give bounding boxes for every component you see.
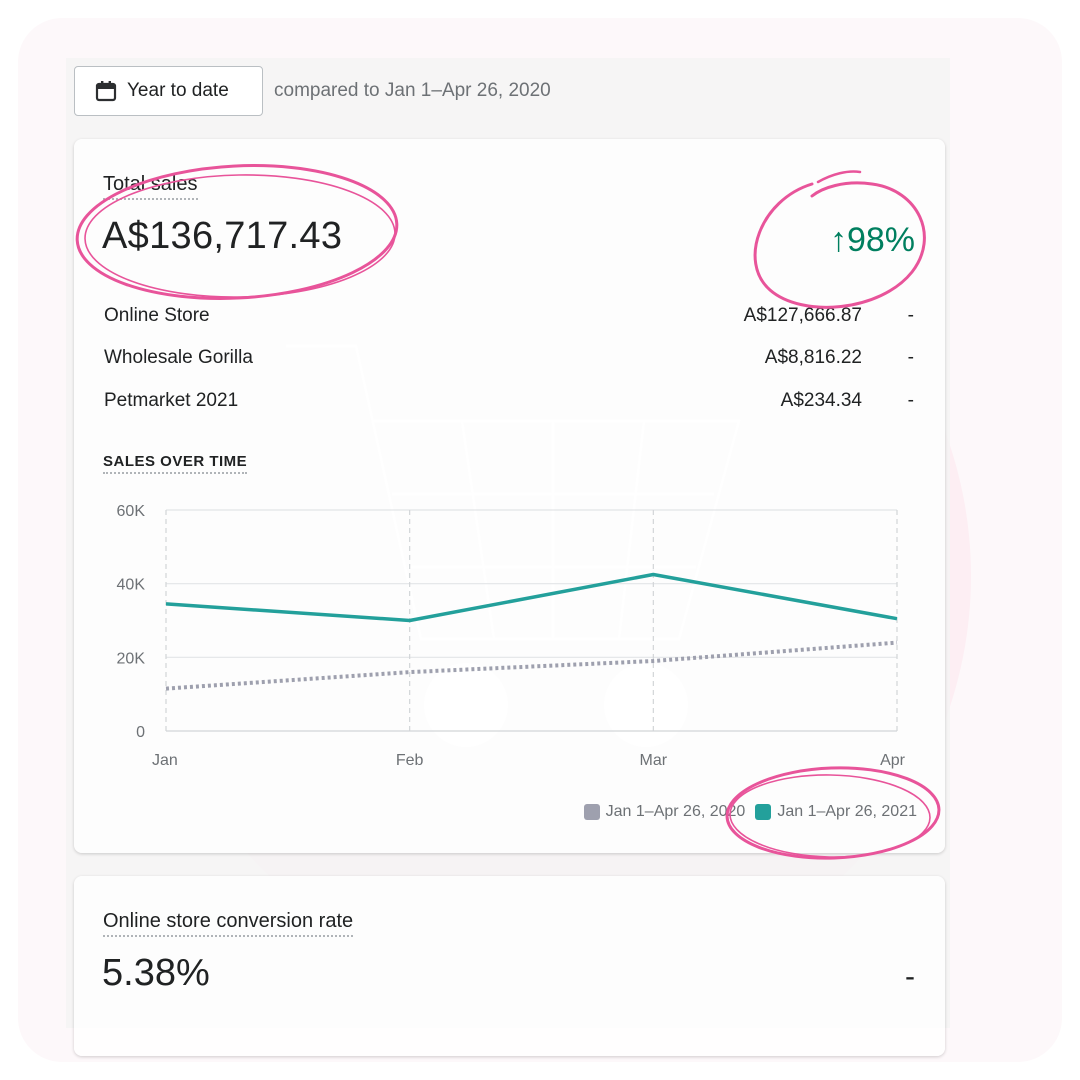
total-sales-change: ↑98% xyxy=(829,221,915,259)
channel-amount: A$8,816.22 xyxy=(764,347,862,368)
total-sales-title[interactable]: Total sales xyxy=(103,173,198,200)
legend-label: Jan 1–Apr 26, 2021 xyxy=(777,803,917,820)
x-tick-label: Apr xyxy=(880,752,906,769)
conversion-rate-title[interactable]: Online store conversion rate xyxy=(103,910,354,937)
comparison-text: compared to Jan 1–Apr 26, 2020 xyxy=(274,80,551,101)
y-tick-label: 20K xyxy=(117,650,146,667)
date-range-button[interactable]: Year to date xyxy=(74,66,263,116)
total-sales-card: Total sales A$136,717.43 ↑98% Online Sto… xyxy=(74,139,945,853)
series-line-2020 xyxy=(165,640,898,691)
x-tick-label: Feb xyxy=(396,752,424,769)
channel-name: Petmarket 2021 xyxy=(104,390,239,411)
sales-over-time-chart: 0 20K 40K 60K Jan Feb Mar Apr xyxy=(117,503,906,769)
series-line-2021 xyxy=(165,572,898,623)
legend-item-2021[interactable]: Jan 1–Apr 26, 2021 xyxy=(755,803,917,821)
legend-label: Jan 1–Apr 26, 2020 xyxy=(605,803,746,820)
channel-amount: A$234.34 xyxy=(780,390,862,411)
total-sales-value: A$136,717.43 xyxy=(102,215,343,257)
channel-row: Petmarket 2021 A$234.34 - xyxy=(104,390,916,416)
frame: Year to date compared to Jan 1–Apr 26, 2… xyxy=(18,18,1062,1062)
x-tick-label: Mar xyxy=(640,752,668,769)
chart-legend: Jan 1–Apr 26, 2020 Jan 1–Apr 26, 2021 xyxy=(583,803,917,821)
channel-change: - xyxy=(907,305,914,326)
sales-over-time-title[interactable]: SALES OVER TIME xyxy=(103,453,248,474)
channel-row: Online Store A$127,666.87 - xyxy=(104,305,916,331)
channel-amount: A$127,666.87 xyxy=(743,305,862,326)
channel-row: Wholesale Gorilla A$8,816.22 - xyxy=(104,347,916,373)
conversion-rate-card: Online store conversion rate 5.38% - xyxy=(74,876,945,1056)
y-tick-label: 40K xyxy=(117,577,146,594)
legend-swatch xyxy=(755,804,772,820)
legend-item-2020[interactable]: Jan 1–Apr 26, 2020 xyxy=(583,803,746,821)
channel-change: - xyxy=(907,390,914,411)
channel-name: Online Store xyxy=(104,305,210,326)
calendar-icon xyxy=(95,81,117,102)
date-range-label: Year to date xyxy=(127,80,229,101)
channel-change: - xyxy=(907,347,914,368)
channel-name: Wholesale Gorilla xyxy=(104,347,253,368)
dashboard-panel: Year to date compared to Jan 1–Apr 26, 2… xyxy=(66,58,950,1056)
y-tick-label: 60K xyxy=(117,503,146,520)
x-tick-label: Jan xyxy=(152,752,178,769)
conversion-rate-change: - xyxy=(905,960,915,993)
conversion-rate-value: 5.38% xyxy=(102,952,210,994)
legend-swatch xyxy=(583,804,600,820)
y-tick-label: 0 xyxy=(136,724,145,741)
